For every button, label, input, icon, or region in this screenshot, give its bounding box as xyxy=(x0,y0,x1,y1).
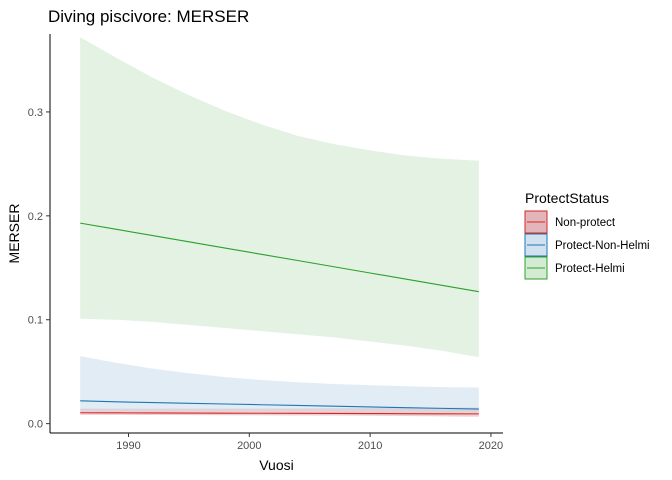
chart-title: Diving piscivore: MERSER xyxy=(48,7,249,26)
y-tick-label: 0.0 xyxy=(28,419,43,431)
series-line-0 xyxy=(80,412,479,415)
y-axis-title: MERSER xyxy=(6,204,22,264)
legend-label: Protect-Non-Helmi xyxy=(555,240,650,252)
x-tick-label: 2010 xyxy=(358,440,382,452)
series-line-2 xyxy=(80,222,479,293)
x-tick-label: 1990 xyxy=(116,440,140,452)
legend-title: ProtectStatus xyxy=(525,190,609,206)
legend-label: Protect-Helmi xyxy=(555,263,625,275)
series-line-1 xyxy=(80,400,479,410)
y-tick-label: 0.3 xyxy=(28,107,43,119)
legend: ProtectStatus Non-protect Protect-Non-Hel… xyxy=(524,190,650,280)
legend-items: Non-protect Protect-Non-Helmi Protect-Helm… xyxy=(524,210,650,280)
legend-item: Protect-Helmi xyxy=(524,256,625,280)
legend-label: Non-protect xyxy=(555,217,616,229)
series-lines xyxy=(80,222,479,415)
legend-item: Non-protect xyxy=(524,210,616,234)
x-axis-title: Vuosi xyxy=(259,457,294,473)
confidence-bands xyxy=(80,37,479,417)
y-tick-label: 0.2 xyxy=(28,211,43,223)
confidence-band-2 xyxy=(80,37,479,358)
y-tick-label: 0.1 xyxy=(28,315,43,327)
x-tick-label: 2000 xyxy=(237,440,261,452)
axes: 1990 2000 2010 2020 0.0 0.1 0.2 0.3 xyxy=(28,34,503,452)
x-tick-label: 2020 xyxy=(479,440,503,452)
confidence-band-1 xyxy=(80,356,479,413)
legend-item: Protect-Non-Helmi xyxy=(524,233,650,257)
